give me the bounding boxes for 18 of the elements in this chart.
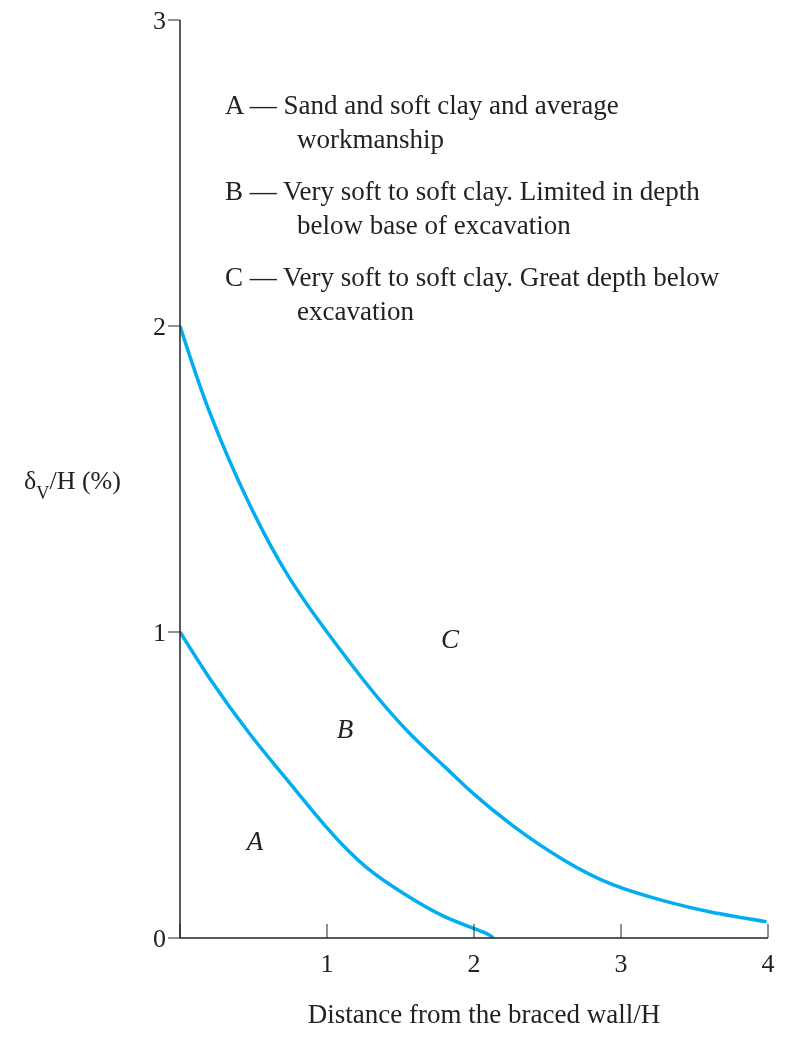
y-tick-label: 1	[153, 618, 166, 648]
line-series	[180, 630, 495, 938]
y-axis-title: δ$_{V}$/H (%)	[24, 466, 121, 503]
annotation: A	[244, 826, 264, 856]
x-tick-label: 3	[614, 949, 628, 979]
annotation: B	[336, 714, 354, 744]
annotation: B — Very soft to soft clay. Limited in depth below base of excavation	[225, 175, 701, 242]
x-tick-label: 2	[467, 949, 481, 979]
y-tick-label: 0	[153, 924, 166, 954]
annotation: A — Sand and soft clay and average workmanship	[225, 89, 620, 156]
y-tick-label: 3	[153, 6, 166, 36]
line-series	[180, 324, 768, 924]
x-tick-label: 1	[320, 949, 334, 979]
annotation: C	[440, 624, 460, 654]
x-tick-label: 4	[761, 949, 775, 979]
x-axis-title: Distance from the braced wall/H	[307, 999, 661, 1029]
y-tick-label: 2	[153, 312, 166, 342]
annotation: C — Very soft to soft clay. Great depth below excavation	[225, 261, 721, 328]
